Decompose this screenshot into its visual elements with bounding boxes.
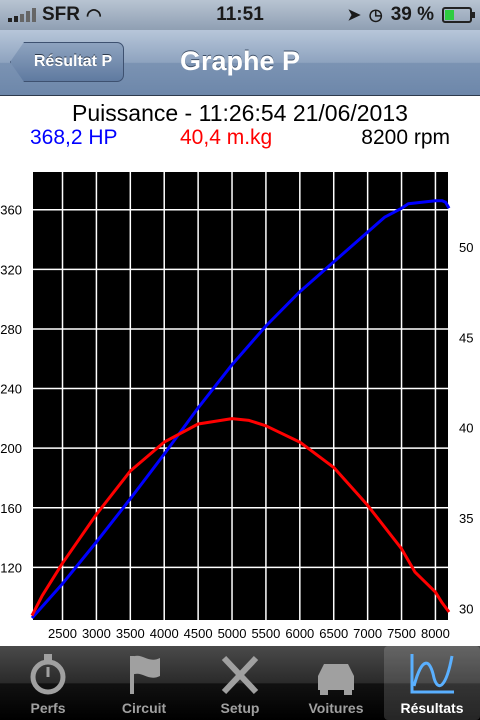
status-time: 11:51: [216, 4, 264, 25]
tab-label: Setup: [220, 700, 260, 716]
series-line-power: [30, 199, 451, 619]
stopwatch-icon: [30, 654, 66, 695]
tab-bar: Perfs Circuit Setup Voitures: [0, 646, 480, 720]
power-chart[interactable]: 2500 3000 3500 4000 4500 5000 5500 6000 6500 7000…: [0, 96, 480, 646]
x-tick-label: 7500: [387, 626, 416, 641]
flag-icon: [130, 655, 160, 694]
graph-icon: [410, 654, 454, 694]
y2-tick-label: 50: [459, 240, 473, 255]
chart-area: Puissance - 11:26:54 21/06/2013 368,2 HP…: [0, 96, 480, 646]
x-tick-label: 5000: [218, 626, 247, 641]
location-icon: ➤: [347, 7, 361, 24]
battery-fill: [445, 10, 455, 20]
y-tick-label: 240: [0, 382, 22, 397]
x-tick-label: 2500: [48, 626, 77, 641]
y-tick-label: 360: [0, 203, 22, 218]
y-tick-label: 320: [0, 262, 22, 277]
y2-tick-label: 40: [459, 421, 473, 436]
tab-setup[interactable]: Setup: [192, 646, 288, 720]
tab-circuit[interactable]: Circuit: [96, 646, 192, 720]
x-tick-label: 4000: [150, 626, 179, 641]
rpm-readout: 8200 rpm: [361, 126, 450, 149]
y-tick-label: 200: [0, 441, 22, 456]
tab-resultats[interactable]: Résultats: [384, 646, 480, 720]
x-tick-label: 6000: [285, 626, 314, 641]
alarm-icon: ◷: [368, 7, 383, 24]
x-tick-label: 8000: [421, 626, 450, 641]
signal-icon: [8, 8, 36, 22]
y-tick-label: 120: [0, 560, 22, 575]
battery-icon: [442, 7, 475, 23]
power-readout: 368,2 HP: [30, 126, 118, 149]
series-line-torque: [30, 417, 451, 617]
status-bar: SFR ◠ 11:51 ➤ ◷ 39 %: [0, 0, 480, 30]
tab-label: Perfs: [30, 700, 66, 716]
y-tick-label: 160: [0, 501, 22, 516]
x-tick-label: 6500: [319, 626, 348, 641]
x-tick-label: 7000: [353, 626, 382, 641]
plot-background: [32, 171, 449, 621]
x-tick-label: 3500: [116, 626, 145, 641]
plot-border: [31, 170, 450, 622]
torque-readout: 40,4 m.kg: [180, 126, 273, 149]
battery-label: 39 %: [390, 4, 434, 25]
readout-row: 368,2 HP 40,4 m.kg 8200 rpm: [0, 126, 480, 152]
y2-tick-label: 35: [459, 511, 473, 526]
tools-icon: [221, 655, 259, 695]
x-tick-label: 4500: [184, 626, 213, 641]
tab-label: Résultats: [400, 700, 464, 716]
status-right: ➤ ◷ 39 %: [347, 4, 475, 26]
y2-tick-label: 45: [459, 330, 473, 345]
carrier-label: SFR: [42, 4, 80, 25]
tab-voitures[interactable]: Voitures: [288, 646, 384, 720]
tab-label: Voitures: [308, 700, 364, 716]
x-tick-label: 5500: [251, 626, 280, 641]
back-button[interactable]: Résultat P: [10, 42, 124, 82]
tab-label: Circuit: [121, 700, 167, 716]
page-title: Graphe P: [179, 46, 301, 76]
y2-tick-label: 30: [459, 601, 473, 616]
status-left: SFR ◠: [8, 4, 102, 26]
tab-perfs[interactable]: Perfs: [0, 646, 96, 720]
y-tick-label: 280: [0, 322, 22, 337]
x-tick-label: 3000: [82, 626, 111, 641]
nav-bar: Résultat P Graphe P: [0, 30, 480, 96]
car-icon: [318, 664, 354, 695]
wifi-icon: ◠: [86, 4, 102, 25]
chart-title: Puissance - 11:26:54 21/06/2013: [72, 100, 408, 126]
